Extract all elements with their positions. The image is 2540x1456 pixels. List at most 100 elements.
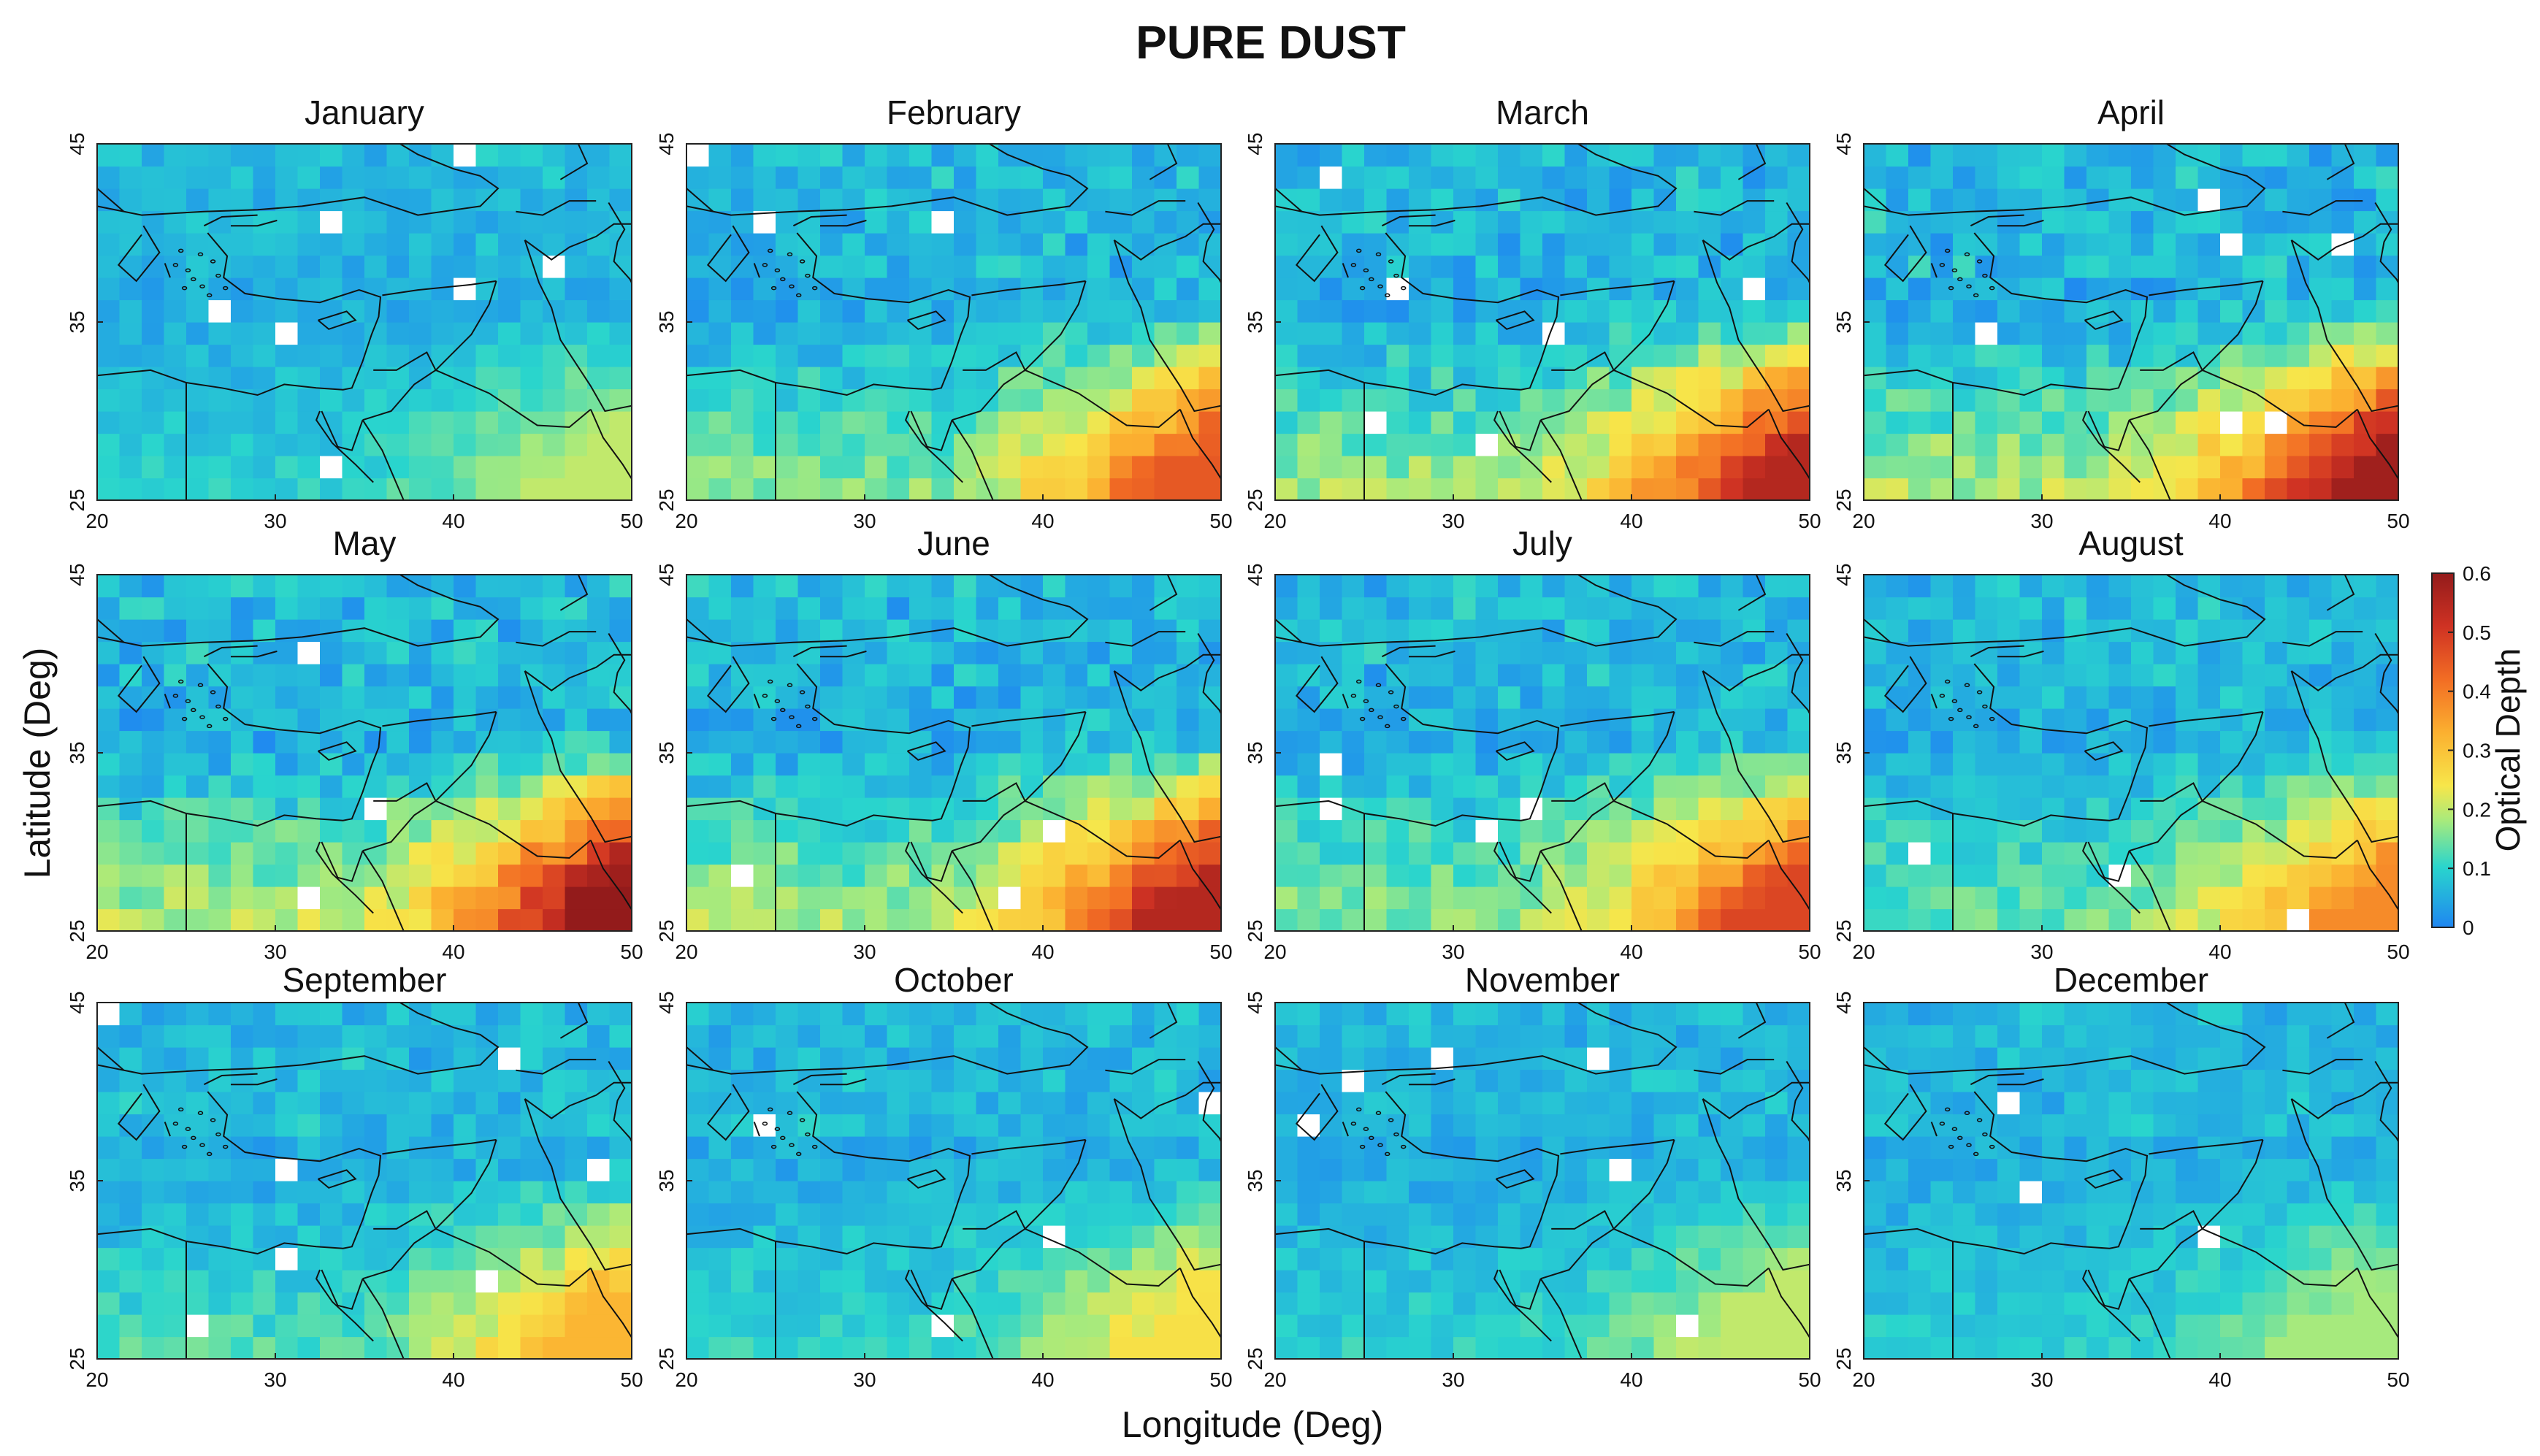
heatmap-cell xyxy=(753,908,776,932)
heatmap-cell xyxy=(1908,886,1932,910)
heatmap-cell xyxy=(1386,299,1409,323)
heatmap-cell xyxy=(998,1158,1022,1181)
heatmap-cell xyxy=(520,619,543,643)
heatmap-cell xyxy=(1297,1336,1320,1360)
heatmap-cell xyxy=(753,1203,776,1226)
heatmap-cell xyxy=(1587,188,1610,212)
heatmap-cell xyxy=(887,1181,910,1204)
heatmap-cell xyxy=(1087,753,1111,776)
heatmap-cell xyxy=(2354,730,2377,754)
heatmap-cell xyxy=(1320,575,1343,598)
heatmap-cell xyxy=(1087,433,1111,456)
heatmap-cell xyxy=(2108,664,2132,687)
heatmap-cell xyxy=(386,1069,410,1092)
heatmap-cell xyxy=(97,664,121,687)
heatmap-cell xyxy=(2354,166,2377,189)
heatmap-cell xyxy=(1342,299,1365,323)
heatmap-cell xyxy=(142,188,165,212)
heatmap-cell xyxy=(2220,144,2243,167)
heatmap-cell xyxy=(2176,753,2199,776)
heatmap-cell xyxy=(364,619,388,643)
heatmap-cell xyxy=(1453,1024,1477,1048)
heatmap-cell xyxy=(320,664,343,687)
heatmap-cell xyxy=(119,1024,142,1048)
heatmap-cell xyxy=(931,1247,955,1271)
heatmap-cell xyxy=(1864,730,1887,754)
heatmap-cell xyxy=(297,1247,321,1271)
heatmap-cell xyxy=(820,1047,844,1070)
heatmap-cell xyxy=(1043,411,1066,434)
heatmap-cell xyxy=(253,730,276,754)
heatmap-cell xyxy=(1475,277,1499,301)
heatmap-cell xyxy=(1043,775,1066,798)
heatmap-cell xyxy=(797,664,821,687)
heatmap-cell xyxy=(342,233,365,256)
heatmap-cell xyxy=(1787,1158,1810,1181)
heatmap-cell xyxy=(454,411,477,434)
heatmap-cell xyxy=(2309,166,2333,189)
heatmap-cell xyxy=(253,367,276,390)
coastline-border xyxy=(951,1278,994,1360)
heatmap-cell xyxy=(931,1092,955,1115)
heatmap-cell xyxy=(609,575,632,598)
heatmap-cell xyxy=(409,456,432,479)
heatmap-cell xyxy=(1475,575,1499,598)
heatmap-cell xyxy=(2042,575,2065,598)
heatmap-cell xyxy=(1275,886,1298,910)
heatmap-cell xyxy=(208,233,232,256)
heatmap-cell xyxy=(731,1114,754,1137)
heatmap-cell xyxy=(454,1292,477,1315)
heatmap-cell xyxy=(1386,1047,1409,1070)
heatmap-cell xyxy=(1020,864,1044,887)
heatmap-cell xyxy=(2019,1114,2043,1137)
heatmap-cell xyxy=(909,1203,933,1226)
heatmap-cell xyxy=(865,864,888,887)
heatmap-cell xyxy=(208,388,232,412)
heatmap-cell xyxy=(2376,344,2399,367)
island-outline xyxy=(770,716,777,721)
heatmap-cell xyxy=(708,144,732,167)
heatmap-cell xyxy=(543,255,566,278)
heatmap-cell xyxy=(842,299,865,323)
heatmap-cell xyxy=(1087,1136,1111,1160)
heatmap-cell xyxy=(2242,908,2265,932)
heatmap-cell xyxy=(253,1336,276,1360)
heatmap-cell xyxy=(686,1114,710,1137)
heatmap-cell xyxy=(820,1092,844,1115)
heatmap-cell xyxy=(409,1092,432,1115)
heatmap-cell xyxy=(708,1247,732,1271)
heatmap-cell xyxy=(1043,908,1066,932)
heatmap-cell xyxy=(1653,730,1677,754)
heatmap-cell xyxy=(1721,188,1744,212)
heatmap-cell xyxy=(2354,322,2377,345)
heatmap-cell xyxy=(97,344,121,367)
heatmap-cell xyxy=(2242,433,2265,456)
heatmap-cell xyxy=(609,1047,632,1070)
heatmap-cell xyxy=(2354,775,2377,798)
heatmap-cell xyxy=(2064,344,2087,367)
heatmap-cell xyxy=(1453,233,1477,256)
heatmap-cell xyxy=(1609,1181,1632,1204)
heatmap-cell xyxy=(731,411,754,434)
heatmap-cell xyxy=(2019,144,2043,167)
heatmap-cell xyxy=(587,1092,611,1115)
y-tick-label: 35 xyxy=(66,741,88,764)
heatmap-cell xyxy=(2287,753,2310,776)
heatmap-cell xyxy=(797,188,821,212)
heatmap-cell xyxy=(2042,1003,2065,1026)
heatmap-cell xyxy=(2131,255,2154,278)
heatmap-cell xyxy=(454,1003,477,1026)
coastline-border xyxy=(904,410,963,483)
heatmap-cell xyxy=(498,344,521,367)
heatmap-cell xyxy=(887,233,910,256)
heatmap-cell xyxy=(842,166,865,189)
heatmap-cell xyxy=(119,575,142,598)
heatmap-cell xyxy=(1721,144,1744,167)
heatmap-cell xyxy=(186,233,210,256)
heatmap-cell xyxy=(565,1314,588,1338)
heatmap-cell xyxy=(475,886,499,910)
heatmap-cell xyxy=(776,344,799,367)
heatmap-cell xyxy=(2265,775,2288,798)
heatmap-cell xyxy=(2242,478,2265,501)
